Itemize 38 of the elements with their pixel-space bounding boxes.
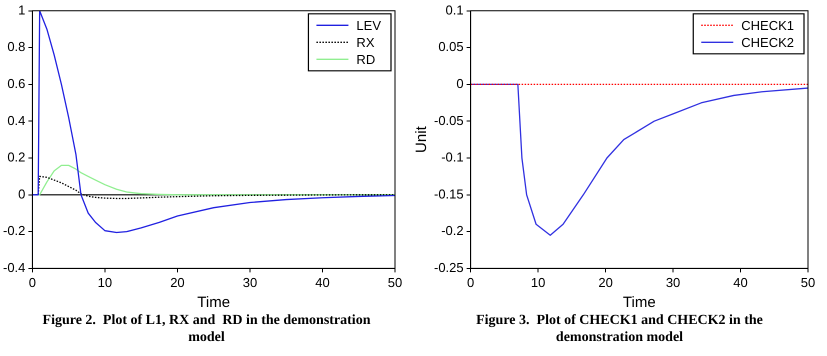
legend-label: CHECK2: [741, 34, 794, 50]
x-tick-label: 30: [666, 274, 680, 290]
y-tick-label: -0.2: [441, 223, 464, 238]
y-tick-label: -0.05: [434, 112, 464, 128]
x-tick-label: 40: [315, 274, 330, 290]
y-tick-label: 0.1: [446, 2, 464, 18]
y-tick-label: 0: [456, 76, 464, 91]
y-tick-label: 0.05: [438, 39, 464, 54]
y-tick-label: -0.25: [434, 260, 464, 275]
x-axis-title: Time: [622, 294, 656, 312]
legend-label: RD: [356, 52, 376, 67]
y-tick-label: -0.2: [2, 223, 26, 238]
x-tick-label: 0: [28, 274, 36, 290]
x-tick-label: 10: [98, 274, 112, 290]
y-tick-label: 0.8: [7, 39, 26, 54]
y-tick-label: 0.2: [7, 150, 26, 165]
x-axis-title: Time: [197, 294, 230, 312]
y-tick-label: -0.15: [434, 186, 464, 202]
text: Figure 3. Plot of CHECK1 and CHECK2 in the demonstration model: [475, 312, 764, 346]
x-tick-label: 40: [733, 274, 748, 290]
x-tick-label: 30: [242, 274, 258, 290]
x-tick-label: 10: [530, 274, 546, 290]
x-tick-label: 50: [800, 274, 816, 290]
y-tick-label: 0.6: [7, 76, 26, 91]
y-tick-label: 0.4: [7, 112, 26, 128]
x-tick-label: 20: [170, 274, 185, 290]
x-tick-label: 50: [388, 274, 402, 290]
x-tick-label: 20: [598, 274, 613, 290]
y-tick-label: 0: [18, 186, 26, 202]
y-axis-title: Unit: [413, 125, 430, 153]
legend-label: RX: [356, 34, 375, 50]
legend-label: LEV: [356, 18, 382, 33]
y-tick-label: -0.4: [2, 260, 26, 275]
y-tick-label: 1: [18, 2, 26, 18]
text: Figure 2. Plot of L1, RX and RD in the demonstration model: [42, 312, 372, 346]
y-tick-label: -0.1: [441, 150, 464, 165]
x-tick-label: 0: [467, 274, 474, 290]
legend-label: CHECK1: [741, 18, 794, 33]
